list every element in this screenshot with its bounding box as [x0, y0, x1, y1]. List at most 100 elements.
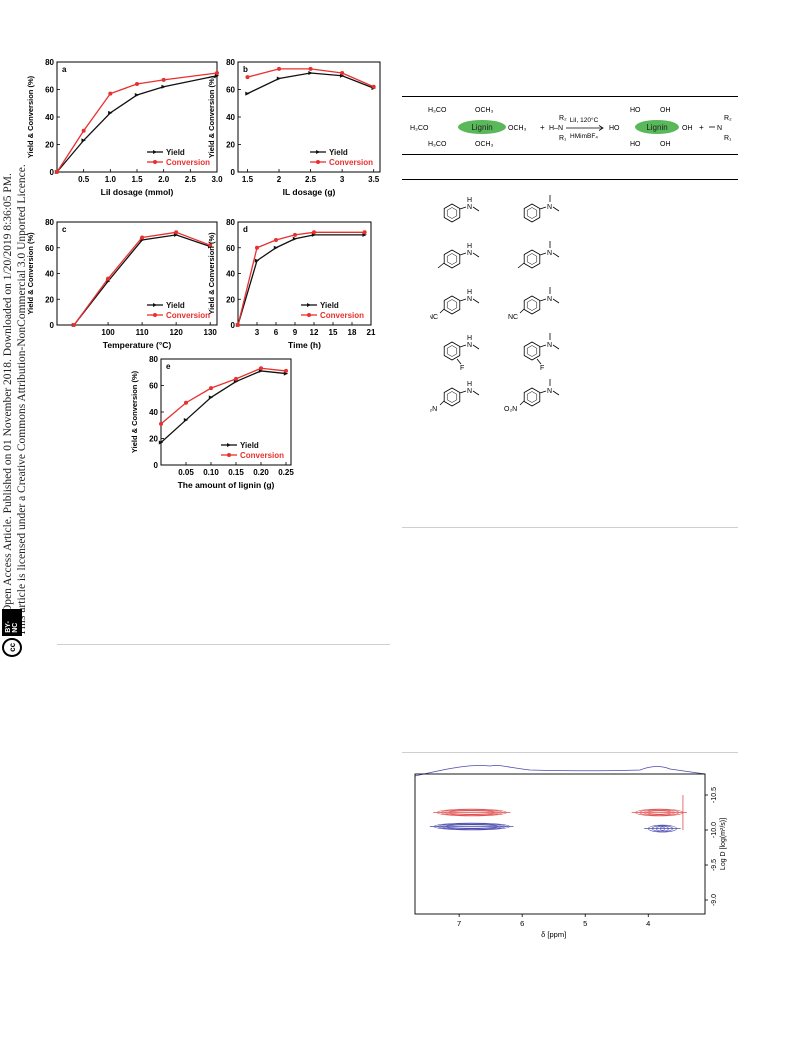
n-bond: [459, 344, 467, 348]
dosy-frame: [414, 773, 706, 915]
logd-tick-label: -9.5: [711, 859, 718, 871]
conversion-point: [174, 230, 179, 235]
amine-molecule: NH F: [443, 335, 480, 372]
methyl-bond: [472, 206, 480, 212]
x-axis-label: Time (h): [288, 340, 321, 350]
conversion-point: [274, 238, 278, 243]
aromatic-ring: [526, 207, 538, 219]
benzene-ring: [443, 203, 461, 223]
y-tick-label: 80: [45, 218, 54, 227]
cc-badge-label: BY-NC: [2, 609, 22, 636]
conversion-point: [308, 66, 313, 71]
y-tick-label: 20: [149, 435, 158, 444]
x-tick-label: 2.5: [305, 175, 317, 184]
x-tick-label: 3.5: [368, 175, 380, 184]
x-tick-label: 3.0: [211, 175, 223, 184]
y-tick-label: 80: [149, 355, 158, 364]
n-bond: [539, 390, 547, 394]
fluoro-bond: [536, 358, 542, 365]
figure-top-rule: [402, 752, 738, 753]
y-tick-label: 60: [226, 244, 235, 253]
chart-panel-c: c 0 20 40 60 80 100 110 120 130 Temperature (°C) Yi…: [26, 218, 218, 350]
fluoro-label: F: [540, 365, 544, 372]
legend-label-conversion: Conversion: [166, 311, 210, 320]
ppm-tick-label: 7: [457, 919, 461, 928]
y-tick-label: 0: [231, 321, 236, 330]
cyano-bond: [439, 308, 445, 314]
legend-label-conversion: Conversion: [166, 158, 210, 167]
panel-label: b: [243, 65, 248, 74]
panel-label: c: [62, 225, 67, 234]
aromatic-ring: [526, 299, 538, 311]
n-bond: [539, 344, 547, 348]
x-axis-label: Temperature (°C): [103, 340, 172, 350]
yield-point: [158, 440, 164, 445]
y-axis-label: Yield & Conversion (%): [207, 232, 216, 315]
conversion-point: [184, 400, 188, 405]
cyano-label: NC: [430, 314, 438, 321]
y-tick-label: 0: [154, 461, 159, 470]
table-top-rule: [402, 96, 738, 97]
panel-label: a: [62, 65, 67, 74]
logd-tick-label: -10.0: [711, 822, 718, 838]
legend-label-conversion: Conversion: [320, 311, 364, 320]
cyano-label: NC: [508, 314, 518, 321]
benzene-ring: [443, 341, 461, 361]
yield-point: [339, 73, 345, 78]
n-hydrogen: H: [467, 289, 472, 296]
x-tick-label: 9: [293, 328, 298, 337]
chart-panel-b: b 0 20 40 60 80 1.5 2 2.5 3 3.5 IL dosage (g) Yield …: [207, 58, 381, 197]
x-tick-label: 18: [348, 328, 357, 337]
amine-molecule: N: [523, 195, 560, 223]
methyl-bond: [472, 252, 480, 258]
conversion-point: [81, 128, 86, 133]
x-tick-label: 2: [277, 175, 282, 184]
y-axis-label: Yield & Conversion (%): [130, 370, 139, 453]
yield-point: [161, 84, 166, 89]
cc-license-badge[interactable]: cc BY-NC: [2, 609, 22, 657]
legend-marker: [153, 313, 157, 317]
left-column-divider: [57, 644, 390, 645]
ppm-axis-label: δ [ppm]: [541, 930, 566, 939]
yield-point: [208, 395, 214, 400]
group-bottom-left: H₃CO: [428, 141, 447, 148]
nitrogen: N: [547, 204, 552, 211]
conversion-point: [293, 232, 297, 237]
panel-label: d: [243, 225, 248, 234]
x-tick-label: 100: [101, 328, 115, 337]
lignin-ellipse-left: [458, 120, 506, 134]
condition-bottom: HMimBF₄: [570, 133, 598, 140]
y-tick-label: 0: [231, 168, 236, 177]
methyl-bond: [552, 344, 560, 350]
nitro-bond: [519, 400, 525, 406]
y-axis-label: Yield & Conversion (%): [207, 75, 216, 158]
series-line-yield: [237, 234, 365, 326]
y-tick-label: 60: [45, 86, 54, 95]
aromatic-ring: [526, 345, 538, 357]
y-tick-label: 80: [226, 218, 235, 227]
conversion-point: [234, 376, 238, 381]
yield-point: [134, 93, 140, 97]
group-mid-left: H₃CO: [410, 125, 429, 132]
product-group-bottom-left: HO: [630, 141, 641, 148]
product-group-top-left: HO: [630, 107, 641, 114]
y-axis-label: Yield & Conversion (%): [26, 75, 35, 158]
nitrogen: N: [547, 342, 552, 349]
conversion-point: [236, 323, 240, 327]
x-tick-label: 15: [329, 328, 338, 337]
methyl-bond: [472, 390, 480, 396]
n-bond: [459, 298, 467, 302]
conversion-point: [161, 77, 166, 82]
table-bottom-rule: [402, 527, 738, 528]
n-bond: [539, 252, 547, 256]
amine-molecule: NH: [437, 243, 480, 269]
nitrogen: N: [547, 250, 552, 257]
lignin-label-left: Lignin: [471, 123, 492, 132]
n-hydrogen: H: [467, 335, 472, 342]
n-bond: [459, 252, 467, 256]
amine-r1: R₁: [559, 135, 567, 142]
nitrogen: N: [467, 204, 472, 211]
legend-label-yield: Yield: [166, 301, 185, 310]
amine-molecule: N: [517, 241, 560, 269]
amine-molecule: NH: [443, 197, 480, 223]
